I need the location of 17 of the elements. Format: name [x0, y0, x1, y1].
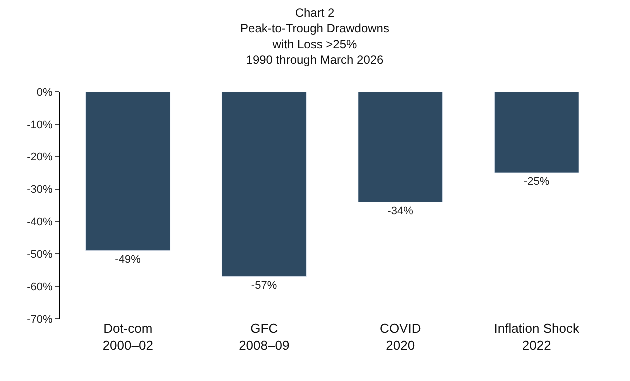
data-label: -34%	[388, 205, 414, 218]
x-tick-label: Inflation Shock 2022	[494, 321, 580, 353]
x-tick-label: Dot-com 2000–02	[102, 321, 154, 353]
data-label: -57%	[251, 280, 278, 292]
x-tick-label: COVID 2020	[380, 321, 422, 353]
data-label: -25%	[524, 176, 550, 188]
y-tick-label: -10%	[27, 119, 54, 132]
y-tick-label: -70%	[27, 314, 54, 326]
y-tick-label: -40%	[27, 216, 54, 229]
chart-title: Chart 2 Peak-to-Trough Drawdowns with Loss >25% 1990 through March 2026	[240, 6, 390, 67]
y-tick-label: -50%	[27, 248, 54, 261]
x-tick-label: GFC 2008–09	[239, 321, 290, 353]
y-tick-label: -30%	[27, 184, 54, 196]
y-tick-label: -20%	[27, 152, 54, 164]
data-label: -49%	[115, 254, 142, 266]
y-tick-label: 0%	[36, 86, 54, 99]
y-tick-label: -60%	[27, 281, 54, 294]
